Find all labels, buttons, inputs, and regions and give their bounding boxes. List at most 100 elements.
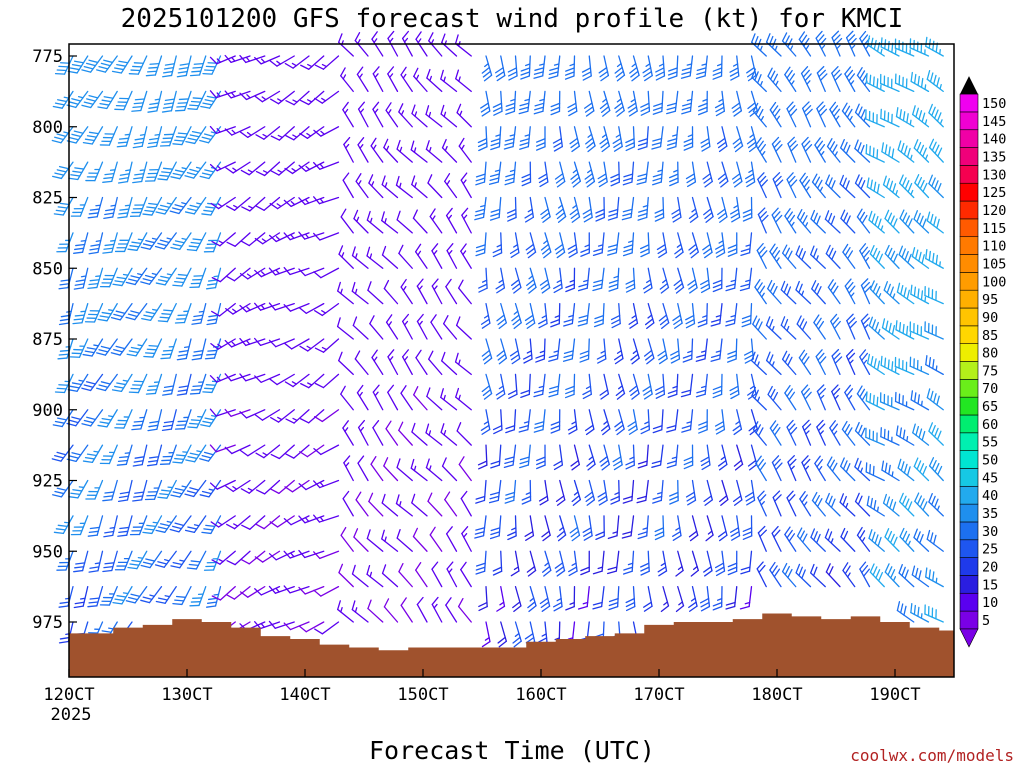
barb-feather	[689, 216, 699, 223]
barb-feather	[160, 275, 171, 279]
barb-staff	[320, 444, 340, 456]
barb-feather	[536, 138, 546, 143]
barb-feather	[533, 75, 544, 79]
barb-feather	[756, 282, 763, 292]
barb-feather	[925, 248, 928, 260]
wind-barb	[354, 32, 369, 57]
barb-feather	[670, 350, 680, 356]
barb-half-feather	[246, 57, 251, 62]
barb-feather	[742, 531, 753, 536]
barb-half-feather	[216, 92, 221, 98]
wind-barb	[533, 55, 546, 79]
barb-feather	[142, 213, 153, 216]
barb-half-feather	[321, 97, 327, 102]
barb-half-feather	[789, 45, 794, 51]
barb-feather	[102, 569, 113, 573]
barb-staff	[356, 392, 369, 411]
wind-barb	[255, 515, 281, 530]
barb-staff	[277, 409, 295, 423]
barb-staff	[618, 479, 620, 502]
wind-barb	[184, 479, 207, 498]
barb-feather	[582, 71, 592, 77]
barb-feather	[931, 106, 936, 117]
barb-staff	[200, 338, 207, 360]
wind-barb	[426, 68, 443, 93]
barb-feather	[740, 283, 751, 288]
wind-barb	[478, 267, 488, 293]
barb-feather	[172, 143, 183, 146]
barb-feather	[802, 533, 808, 543]
barb-feather	[493, 110, 503, 116]
barb-feather	[720, 498, 729, 506]
wind-barb	[644, 302, 655, 330]
barb-feather	[401, 30, 409, 40]
barb-feather	[313, 232, 321, 241]
barb-feather	[683, 460, 694, 466]
barb-half-feather	[860, 467, 863, 473]
barb-feather	[717, 208, 726, 216]
wind-barb	[299, 90, 325, 106]
barb-feather	[786, 211, 793, 221]
barb-staff	[556, 338, 561, 360]
barb-feather	[570, 172, 579, 180]
barb-feather	[615, 424, 624, 432]
wind-barb	[157, 479, 177, 499]
barb-feather	[875, 286, 881, 296]
barb-feather	[600, 459, 609, 467]
barb-feather	[600, 393, 610, 400]
barb-half-feather	[513, 310, 519, 315]
barb-feather	[101, 311, 112, 315]
wind-barb	[524, 302, 536, 329]
barb-feather	[554, 173, 564, 180]
barb-feather	[147, 110, 158, 113]
barb-staff	[371, 356, 384, 376]
barb-feather	[922, 147, 927, 158]
colorbar-label: 85	[982, 328, 998, 344]
wind-barb	[144, 161, 163, 182]
wind-barb	[746, 126, 758, 153]
wind-barb	[367, 599, 384, 623]
barb-feather	[828, 566, 834, 576]
barb-feather	[133, 102, 144, 105]
wind-barb	[337, 600, 354, 623]
barb-half-feather	[484, 63, 489, 68]
barb-half-feather	[660, 562, 666, 567]
barb-feather	[97, 106, 108, 110]
barb-staff	[844, 73, 856, 93]
wind-barb	[911, 247, 930, 269]
barb-feather	[863, 250, 870, 259]
barb-feather	[592, 287, 603, 292]
barb-feather	[932, 252, 935, 264]
barb-feather	[508, 393, 518, 399]
wind-barb	[82, 444, 104, 464]
barb-feather	[701, 145, 711, 152]
barb-feather	[715, 248, 725, 254]
wind-barb	[142, 196, 163, 216]
wind-barb	[719, 479, 729, 506]
barb-feather	[571, 463, 580, 471]
barb-half-feather	[369, 217, 373, 224]
barb-half-feather	[701, 385, 707, 389]
barb-feather	[916, 531, 921, 541]
wind-barb	[224, 90, 251, 99]
barb-feather	[742, 535, 753, 540]
barb-feather	[688, 243, 697, 251]
wind-barb	[784, 384, 797, 411]
barb-feather	[727, 570, 738, 576]
barb-half-feather	[231, 57, 236, 62]
barb-feather	[871, 531, 876, 542]
barb-feather	[740, 248, 751, 253]
wind-barb	[352, 316, 369, 340]
wind-barb	[226, 196, 251, 211]
barb-feather	[113, 313, 124, 318]
barb-feather	[798, 566, 804, 577]
barb-feather	[396, 458, 401, 469]
wind-barb	[781, 350, 797, 376]
barb-feather	[298, 197, 306, 206]
barb-feather	[98, 384, 109, 388]
barb-feather	[919, 215, 924, 226]
barb-feather	[117, 499, 129, 503]
barb-half-feather	[761, 292, 765, 298]
barb-half-feather	[631, 63, 637, 68]
wind-barb	[786, 101, 798, 128]
